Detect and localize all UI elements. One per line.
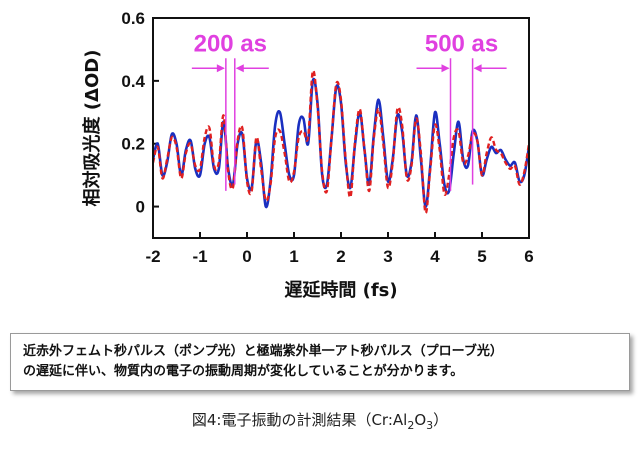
y-tick-label: 0.4 xyxy=(121,72,145,91)
x-tick-label: 2 xyxy=(336,247,345,266)
annotation-arrowhead-left xyxy=(216,64,225,73)
figure-caption: 図4:電子振動の計測結果（Cr:Al2O3） xyxy=(0,409,640,432)
x-tick-label: -1 xyxy=(192,247,207,266)
x-tick-label: 6 xyxy=(524,247,533,266)
simulated-series-line xyxy=(153,69,529,215)
figure-caption-suffix: ） xyxy=(433,411,449,429)
annotation-1: 200 as xyxy=(191,30,269,191)
figure-caption-sub-1: 2 xyxy=(407,419,415,432)
y-tick-label: 0 xyxy=(136,198,145,217)
caption-line-2: の遅延に伴い、物質内の電子の振動周期が変化していることが分かります。 xyxy=(23,364,464,379)
caption-line-1: 近赤外フェムト秒パルス（ポンプ光）と極端紫外単一アト秒パルス（プローブ光） xyxy=(23,344,503,359)
annotation-label: 200 as xyxy=(194,30,267,57)
x-tick-label: -2 xyxy=(145,247,160,266)
y-axis-label: 相対吸光度 (ΔOD) xyxy=(81,50,103,207)
x-tick-label: 5 xyxy=(477,247,486,266)
y-tick-label: 0.2 xyxy=(121,135,145,154)
chart: 相対吸光度 (ΔOD) 遅延時間 (fs) -2 -1 0 1 2 3 4 5 6 0 0.2 0.4… xyxy=(81,9,534,301)
annotation-label: 500 as xyxy=(425,30,498,57)
annotation-2: 500 as xyxy=(416,30,507,191)
caption-box: 近赤外フェムト秒パルス（ポンプ光）と極端紫外単一アト秒パルス（プローブ光） の遅… xyxy=(10,333,630,391)
y-tick-label: 0.6 xyxy=(121,9,145,28)
x-tick-label: 4 xyxy=(430,247,440,266)
figure-caption-sub-2: 3 xyxy=(426,419,434,432)
annotation-arrowhead-right xyxy=(473,64,482,73)
measured-series-line xyxy=(153,77,529,209)
annotation-arrowhead-left xyxy=(441,64,450,73)
annotation-arrowhead-right xyxy=(235,64,244,73)
plot-frame xyxy=(152,17,530,239)
x-tick-label: 1 xyxy=(289,247,298,266)
x-axis-label: 遅延時間 (fs) xyxy=(284,280,397,301)
figure-caption-prefix: 図4:電子振動の計測結果（Cr:Al xyxy=(191,411,408,429)
figure-caption-mid: O xyxy=(414,411,427,429)
x-tick-label: 3 xyxy=(383,247,392,266)
x-tick-label: 0 xyxy=(242,247,251,266)
